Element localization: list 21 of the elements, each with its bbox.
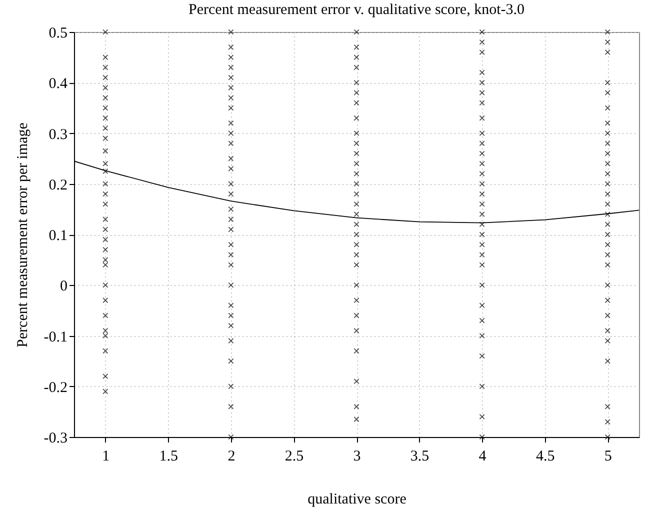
y-tick-label: 0 <box>60 278 68 295</box>
y-tick-label: -0.1 <box>44 329 68 346</box>
x-tick-label: 4 <box>478 448 487 464</box>
y-tick-label: 0.2 <box>48 177 68 194</box>
x-tick-label: 3 <box>353 448 361 464</box>
x-axis-title: qualitative score <box>308 492 407 508</box>
x-tick-label: 1.5 <box>159 448 178 464</box>
chart-title: Percent measurement error v. qualitative score, knot-3.0 <box>188 2 524 18</box>
y-tick-label: 0.3 <box>48 126 68 143</box>
y-tick-label: 0.5 <box>48 26 68 42</box>
y-tick-label: -0.2 <box>44 380 68 396</box>
x-tick-label: 2 <box>228 448 236 464</box>
x-tick-label: 1 <box>102 448 110 464</box>
x-tick-label: 2.5 <box>284 448 304 464</box>
y-tick-label: -0.3 <box>44 430 68 446</box>
y-tick-label: 0.1 <box>48 228 68 244</box>
x-tick-label: 4.5 <box>536 448 555 464</box>
y-tick-label: 0.4 <box>48 76 68 92</box>
x-tick-label: 3.5 <box>410 448 430 464</box>
y-axis-title: Percent measurement error per image <box>14 122 31 348</box>
x-tick-label: 5 <box>604 448 612 464</box>
